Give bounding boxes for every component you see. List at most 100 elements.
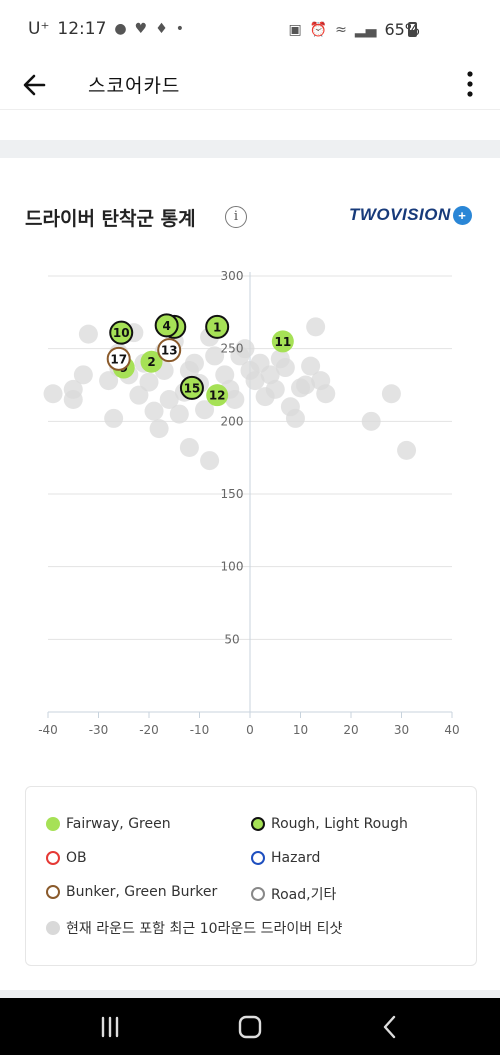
x-tick-label: -20 <box>139 723 159 737</box>
tick-labels: -40 -30 -20 -10 0 10 20 30 40 50 100 150 200 250 300 <box>38 269 459 737</box>
round-point-hole-15 <box>179 375 204 400</box>
back-arrow-icon <box>23 74 46 96</box>
system-back-button[interactable] <box>375 1012 405 1042</box>
round-point-label-4: 4 <box>162 319 170 333</box>
legend-label-history: 현재 라운드 포함 최근 10라운드 드라이버 티샷 <box>66 921 343 937</box>
round-points: 12349101112131517 <box>106 313 294 407</box>
history-point <box>129 385 149 405</box>
legend-label-road: Road,기타 <box>271 887 337 903</box>
history-point <box>285 408 305 428</box>
more-options-button[interactable] <box>458 66 482 102</box>
round-point-label-12: 12 <box>209 389 226 403</box>
legend-item-ob: OB <box>46 850 87 866</box>
y-tick-label: 250 <box>221 342 244 356</box>
round-point-hole-12 <box>206 384 229 407</box>
history-point <box>149 419 169 439</box>
fairway-dot-icon <box>46 817 60 831</box>
history-point <box>159 390 179 410</box>
app-icon: ♦ <box>155 21 168 37</box>
round-point-hole-2 <box>140 350 163 373</box>
history-points <box>43 317 417 471</box>
chart-title: 드라이버 탄착군 통계 <box>25 208 196 230</box>
history-point <box>184 353 204 373</box>
system-back-icon <box>383 1015 396 1039</box>
history-point <box>144 401 164 421</box>
history-point <box>306 317 326 337</box>
heart-icon: ♥ <box>134 21 148 37</box>
legend-label-rough: Rough, Light Rough <box>271 816 408 832</box>
history-point <box>99 371 119 391</box>
back-button[interactable] <box>20 68 52 102</box>
round-point-hole-17 <box>106 346 131 371</box>
history-point <box>104 408 124 428</box>
history-point <box>275 358 295 378</box>
x-tick-label: 0 <box>246 723 254 737</box>
history-point <box>215 365 235 385</box>
brand-logo: TWOVISION + <box>349 205 472 225</box>
history-point <box>169 404 189 424</box>
bunker-dot-icon <box>46 885 60 899</box>
history-point <box>200 451 220 471</box>
y-tick-label: 300 <box>221 269 244 283</box>
round-point-hole-13 <box>157 338 182 363</box>
legend-item-hazard: Hazard <box>251 850 320 866</box>
history-point <box>63 379 83 399</box>
x-tick-label: 20 <box>343 723 358 737</box>
lock-icon: ▣ <box>288 21 302 38</box>
history-dot-icon <box>46 921 60 935</box>
history-point <box>225 390 245 410</box>
home-icon <box>238 1015 262 1039</box>
status-left: U⁺ 12:17 ● ♥ ♦ • <box>28 19 184 39</box>
history-point <box>245 371 265 391</box>
history-point <box>73 365 93 385</box>
rough-dot-icon <box>251 817 265 831</box>
alarm-icon: ⏰ <box>309 21 328 38</box>
section-divider <box>0 140 500 158</box>
system-nav-bar <box>0 998 500 1055</box>
legend-item-rough: Rough, Light Rough <box>251 816 408 832</box>
recent-apps-button[interactable] <box>95 1012 125 1042</box>
road-dot-icon <box>251 887 265 901</box>
legend-item-fairway: Fairway, Green <box>46 816 171 832</box>
x-tick-label: 30 <box>394 723 409 737</box>
info-icon[interactable]: i <box>225 206 247 228</box>
chart-axes <box>47 272 453 718</box>
x-tick-label: -10 <box>190 723 210 737</box>
status-bar: U⁺ 12:17 ● ♥ ♦ • ▣ ⏰ ≈ ▂▄ 65% <box>0 0 500 62</box>
round-point-label-1: 1 <box>213 320 221 334</box>
y-tick-label: 200 <box>221 414 244 428</box>
x-tick-label: 10 <box>293 723 308 737</box>
y-tick-label: 50 <box>224 632 239 646</box>
dot-icon: • <box>175 21 185 37</box>
round-point-label-13: 13 <box>161 344 178 358</box>
app-bar: 스코어카드 <box>0 62 500 110</box>
clock: 12:17 <box>57 19 107 39</box>
status-right: ▣ ⏰ ≈ ▂▄ 65% <box>288 20 420 39</box>
history-point <box>179 437 199 457</box>
legend-label-bunker: Bunker, Green Burker <box>66 884 218 900</box>
link-icon: ● <box>114 21 127 37</box>
history-point <box>296 375 316 395</box>
bottom-divider <box>0 990 500 998</box>
x-tick-label: -30 <box>89 723 109 737</box>
brand-badge-icon: + <box>452 205 472 225</box>
history-point <box>265 379 285 399</box>
legend-item-road: Road,기타 <box>251 884 336 904</box>
round-point-label-11: 11 <box>274 335 291 349</box>
round-point-hole-11 <box>271 330 294 353</box>
scatter-chart: 12349101112131517 -40-30-20-100102030405… <box>38 269 459 737</box>
history-point <box>381 384 401 404</box>
round-point-label-15: 15 <box>184 381 201 395</box>
y-tick-label: 100 <box>221 560 244 574</box>
history-point <box>195 400 215 420</box>
round-point-hole-1 <box>205 314 230 339</box>
history-point <box>301 356 321 376</box>
legend-label-hazard: Hazard <box>271 850 321 866</box>
home-button[interactable] <box>235 1012 265 1042</box>
wifi-icon: ≈ <box>335 21 347 38</box>
recent-apps-icon <box>101 1016 119 1038</box>
ob-dot-icon <box>46 851 60 865</box>
round-point-hole-4 <box>154 313 179 338</box>
round-point-label-17: 17 <box>110 352 127 366</box>
history-point <box>260 365 280 385</box>
